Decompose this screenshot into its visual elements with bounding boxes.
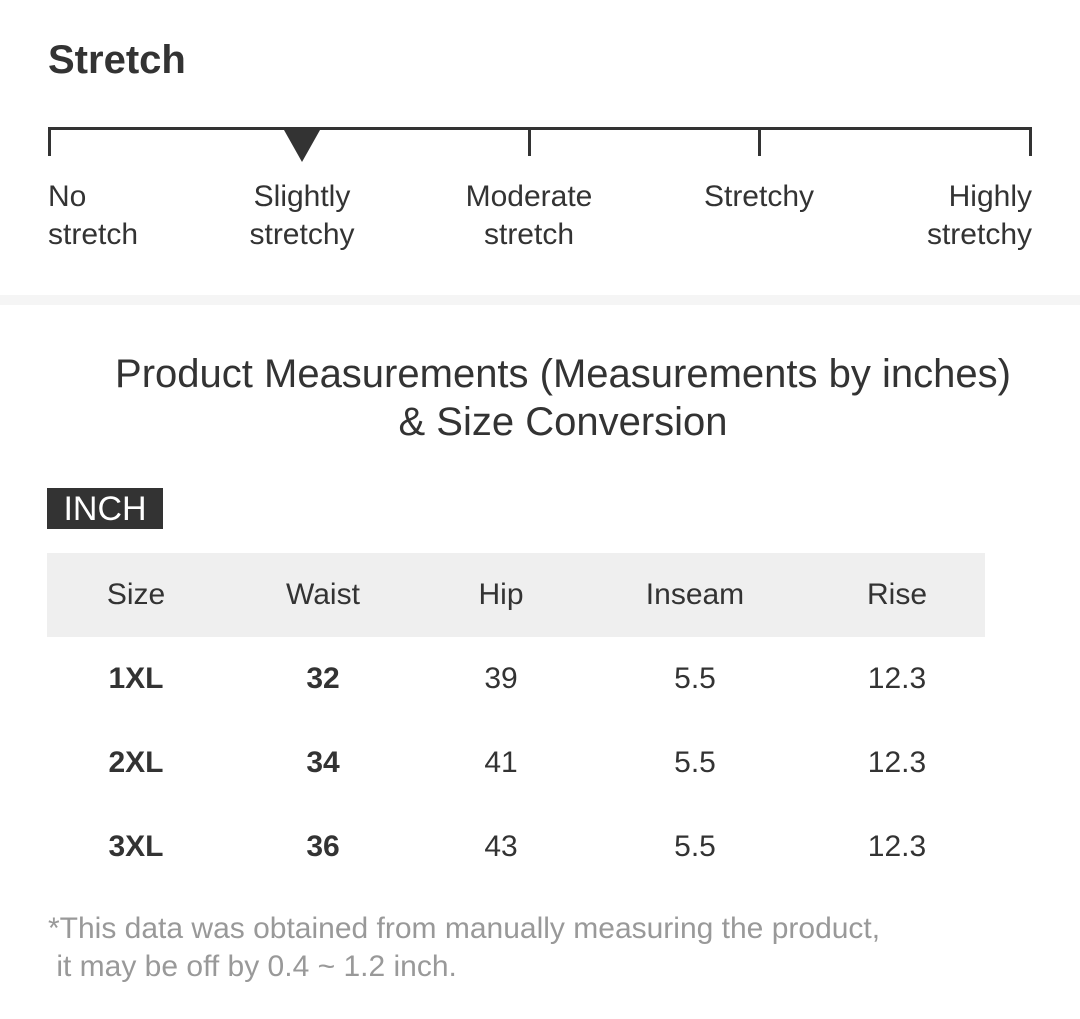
stretch-level-slightly-stretchy: Slightly stretchy <box>202 178 402 254</box>
stretch-level-line2: stretch <box>48 218 139 251</box>
cell-size: 2XL <box>108 746 164 779</box>
stretch-scale <box>48 127 1032 162</box>
size-table: Size Waist Hip Inseam Rise 1XL 32 39 5.5… <box>47 553 985 889</box>
scale-line <box>48 127 1032 130</box>
scale-tick <box>1029 127 1032 156</box>
table-row: 2XL 34 41 5.5 12.3 <box>47 721 985 805</box>
stretch-title: Stretch <box>48 38 186 82</box>
stretch-level-line1: Stretchy <box>703 180 815 213</box>
scale-tick <box>48 127 51 156</box>
cell-hip: 39 <box>484 662 518 695</box>
cell-waist: 32 <box>306 662 340 695</box>
stretch-level-line2: stretchy <box>926 218 1032 251</box>
header-inseam: Inseam <box>645 578 745 611</box>
stretch-level-line1: Moderate <box>465 180 593 213</box>
table-row: 1XL 32 39 5.5 12.3 <box>47 637 985 721</box>
footnote-line1: *This data was obtained from manually me… <box>48 912 881 945</box>
section-divider <box>0 295 1080 305</box>
stretch-level-line1: Highly <box>948 180 1032 213</box>
cell-inseam: 5.5 <box>674 746 716 779</box>
table-header-row: Size Waist Hip Inseam Rise <box>47 553 985 637</box>
unit-badge: INCH <box>47 488 163 529</box>
stretch-level-no-stretch: No stretch <box>48 178 188 254</box>
cell-waist: 36 <box>306 830 340 863</box>
header-size: Size <box>106 578 166 611</box>
cell-rise: 12.3 <box>867 830 927 863</box>
stretch-level-line2: stretch <box>483 218 575 251</box>
cell-rise: 12.3 <box>867 746 927 779</box>
stretch-level-moderate-stretch: Moderate stretch <box>429 178 629 254</box>
scale-tick <box>528 127 531 156</box>
cell-rise: 12.3 <box>867 662 927 695</box>
stretch-level-highly-stretchy: Highly stretchy <box>872 178 1032 254</box>
header-waist: Waist <box>286 578 360 611</box>
scale-tick <box>758 127 761 156</box>
stretch-level-line1: No <box>48 180 87 213</box>
cell-hip: 43 <box>484 830 518 863</box>
cell-hip: 41 <box>484 746 518 779</box>
table-row: 3XL 36 43 5.5 12.3 <box>47 805 985 889</box>
measurement-footnote: *This data was obtained from manually me… <box>48 910 880 986</box>
stretch-level-stretchy: Stretchy <box>659 178 859 216</box>
header-rise: Rise <box>866 578 927 611</box>
header-hip: Hip <box>478 578 524 611</box>
cell-inseam: 5.5 <box>674 830 716 863</box>
cell-waist: 34 <box>306 746 340 779</box>
stretch-level-line1: Slightly <box>253 180 351 213</box>
measurements-title: Product Measurements (Measurements by in… <box>115 352 1011 444</box>
footnote-line2: it may be off by 0.4 ~ 1.2 inch. <box>48 950 457 983</box>
cell-size: 3XL <box>108 830 164 863</box>
cell-inseam: 5.5 <box>674 662 716 695</box>
triangle-down-icon <box>284 130 320 162</box>
stretch-level-line2: stretchy <box>249 218 355 251</box>
cell-size: 1XL <box>108 662 164 695</box>
